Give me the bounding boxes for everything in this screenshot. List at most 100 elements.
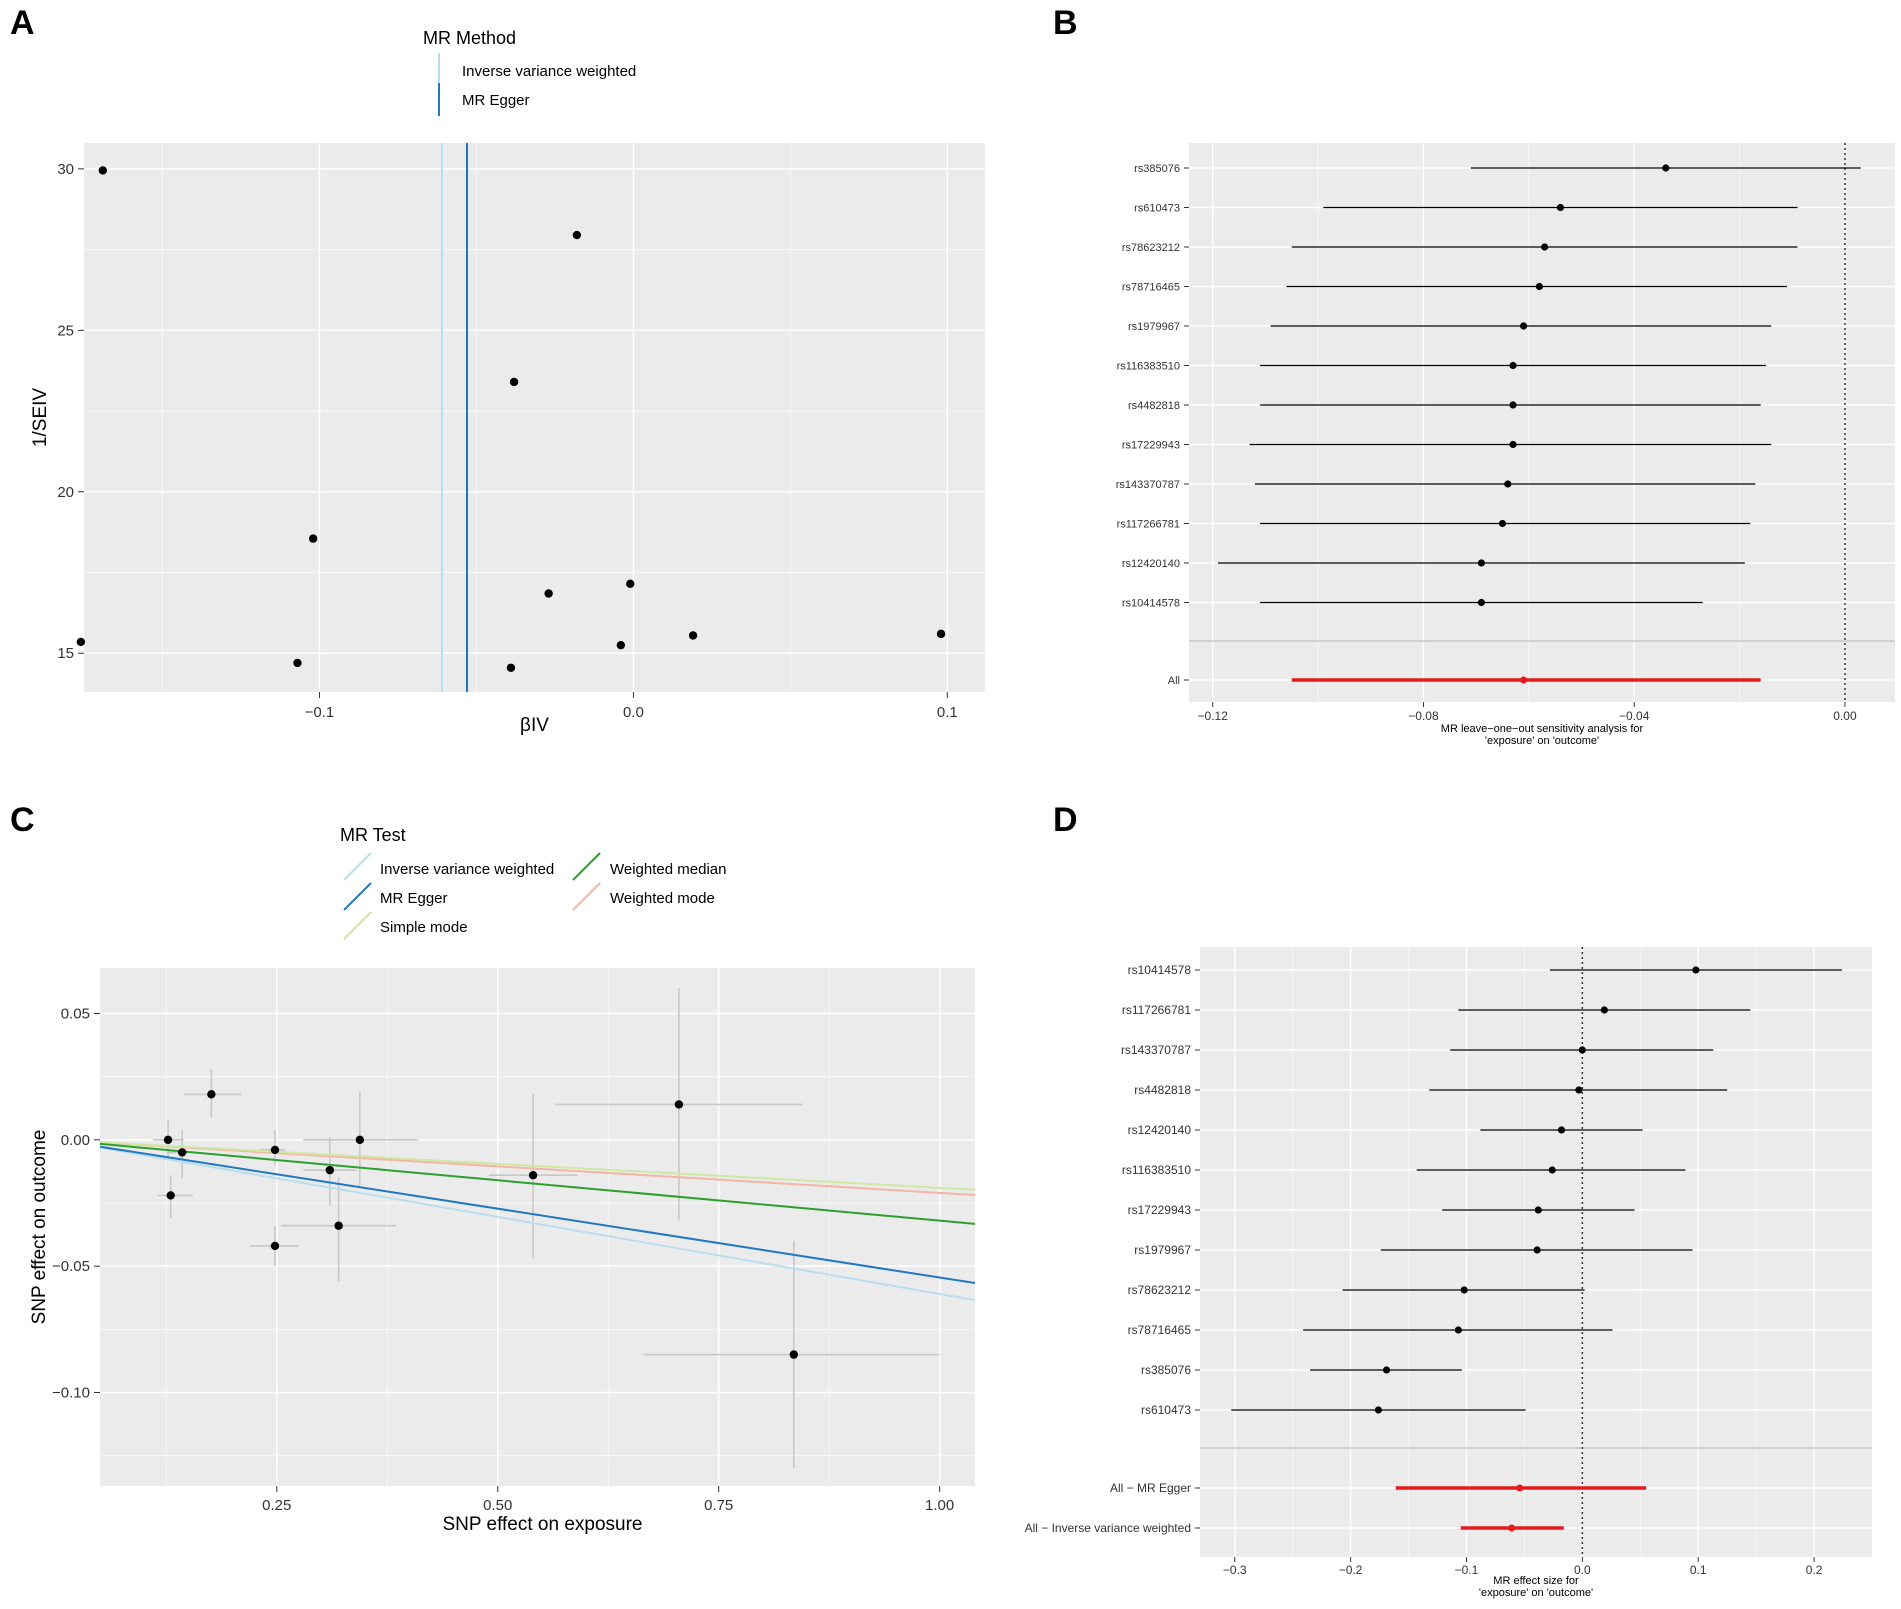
plot-b-row-label: rs4482818 <box>1128 400 1180 412</box>
legend-a-label-0: Inverse variance weighted <box>462 63 636 80</box>
plot-c-point <box>334 1221 343 1230</box>
plot-a-point <box>308 534 318 543</box>
panel-label-a: A <box>10 4 35 42</box>
plot-d-x-tick-label: −0.3 <box>1223 1563 1247 1577</box>
legend-a-label-1: MR Egger <box>462 92 530 109</box>
plot-d-x-tick-label: 0.1 <box>1690 1563 1707 1577</box>
scatter-plot-c: 0.25 0.50 0.75 1.00 0.05 0.00 −0.05 −0.10 SNP ef… <box>29 968 975 1535</box>
plot-b-point <box>1477 598 1486 607</box>
plot-a-point <box>76 637 86 647</box>
plot-c-point <box>789 1350 799 1359</box>
plot-b-point <box>1535 282 1543 291</box>
plot-b-row-label: rs117266781 <box>1117 519 1180 531</box>
plot-c-point <box>528 1171 538 1180</box>
plot-c-x-axis-title: SNP effect on exposure <box>443 1514 643 1535</box>
plot-d-x-tick-label: −0.1 <box>1455 1563 1479 1577</box>
plot-b-point <box>1509 440 1517 449</box>
plot-d-row-label: rs78716465 <box>1128 1323 1192 1337</box>
plot-c-line-4 <box>100 1141 975 1197</box>
plot-d-point <box>1600 1006 1608 1014</box>
plot-c-x-tick-label: 0.25 <box>262 1497 291 1514</box>
legend-c-label-2: Simple mode <box>380 919 468 936</box>
plot-a-y-tick-label: 25 <box>57 322 74 339</box>
plot-b-row-label: rs78716465 <box>1122 282 1180 294</box>
plot-d-summary-label: All − Inverse variance weighted <box>1025 1521 1191 1535</box>
plot-a-y-axis-title: 1/SEIV <box>30 388 51 447</box>
plot-b-x-tick-label: 0.00 <box>1833 709 1857 723</box>
plot-a-x-tick-label: −0.1 <box>305 704 335 721</box>
plot-a-x-axis-title: βIV <box>520 715 549 736</box>
forest-plot-d: −0.3 −0.2 −0.1 0.0 0.1 0.2 rs10414578 rs1172667… <box>1025 947 1872 1599</box>
plot-d-point <box>1374 1406 1383 1414</box>
plot-d-point <box>1382 1366 1391 1374</box>
plot-d-point <box>1692 966 1700 974</box>
plot-c-line-0 <box>100 1146 975 1302</box>
plot-a-background <box>84 143 985 692</box>
legend-c-title: MR Test <box>340 825 406 845</box>
plot-b-point <box>1519 322 1528 330</box>
plot-b-point <box>1509 361 1517 370</box>
plot-d-point <box>1454 1326 1462 1334</box>
plot-b-background <box>1189 143 1895 702</box>
plot-c-point <box>270 1241 280 1251</box>
plot-c-line-2 <box>100 1141 975 1191</box>
plot-a-point <box>98 166 108 175</box>
legend-c: MR Test Inverse variance weighted MR Egg… <box>340 825 726 940</box>
plot-d-point <box>1578 1046 1586 1054</box>
plot-a-point <box>509 377 519 387</box>
plot-c-x-tick-label: 0.50 <box>483 1497 512 1514</box>
plot-c-y-tick-label: −0.05 <box>52 1258 90 1275</box>
plot-a-x-tick-label: 0.0 <box>623 704 644 721</box>
plot-d-x-tick-label: 0.0 <box>1574 1563 1591 1577</box>
plot-c-y-tick-label: −0.10 <box>52 1385 90 1402</box>
plot-b-row-label: rs78623212 <box>1122 242 1180 254</box>
plot-a-y-tick-label: 20 <box>57 484 74 501</box>
plot-b-row-label: rs12420140 <box>1122 558 1180 570</box>
legend-c-label-3: Weighted median <box>610 861 726 878</box>
legend-a-title: MR Method <box>423 28 516 48</box>
plot-d-x-tick-label: 0.2 <box>1806 1563 1823 1577</box>
plot-c-point <box>163 1135 173 1145</box>
plot-c-y-tick-label: 0.05 <box>61 1005 90 1022</box>
plot-b-point <box>1541 243 1549 251</box>
plot-d-point <box>1534 1206 1542 1214</box>
plot-b-x-axis-title: 'exposure' on 'outcome' <box>1485 735 1599 747</box>
plot-a-point <box>688 631 698 640</box>
plot-a-point <box>616 640 626 650</box>
plot-c-x-tick-label: 0.75 <box>704 1497 733 1514</box>
plot-d-point <box>1557 1126 1566 1134</box>
plot-d-point <box>1548 1166 1556 1174</box>
plot-d-point <box>1575 1086 1583 1094</box>
plot-d-row-label: rs10414578 <box>1128 963 1192 977</box>
plot-b-summary-point <box>1520 676 1528 684</box>
plot-a-point <box>572 230 582 240</box>
plot-d-row-label: rs12420140 <box>1128 1123 1192 1137</box>
plot-b-row-label: rs10414578 <box>1122 598 1180 610</box>
plot-a-point <box>506 663 516 672</box>
plot-c-point <box>270 1145 280 1155</box>
plot-c-y-tick-label: 0.00 <box>61 1132 90 1149</box>
panel-label-c: C <box>10 801 35 839</box>
plot-a-point <box>936 629 946 639</box>
plot-c-y-axis-title: SNP effect on outcome <box>29 1130 50 1325</box>
plot-d-row-label: rs116383510 <box>1122 1163 1191 1177</box>
plot-a-point <box>626 579 635 589</box>
plot-a-point <box>293 658 302 668</box>
plot-c-point <box>177 1148 187 1157</box>
plot-b-x-axis-title: MR leave−one−out sensitivity analysis fo… <box>1441 723 1644 735</box>
scatter-plot-a: −0.1 0.0 0.1 15 20 25 30 βIV 1/SEIV <box>30 143 985 736</box>
plot-d-row-label: rs17229943 <box>1128 1203 1192 1217</box>
plot-c-line-3 <box>100 1142 975 1225</box>
legend-c-label-1: MR Egger <box>380 890 448 907</box>
plot-d-row-label: rs78623212 <box>1128 1283 1192 1297</box>
plot-a-y-tick-label: 15 <box>57 645 74 662</box>
legend-c-key-1 <box>343 882 372 911</box>
plot-b-point <box>1477 559 1486 567</box>
plot-c-point <box>325 1165 334 1175</box>
plot-d-point <box>1533 1246 1541 1254</box>
plot-d-x-axis-title: 'exposure' on 'outcome' <box>1479 1587 1593 1599</box>
plot-b-point <box>1504 480 1512 488</box>
plot-b-point <box>1509 401 1517 409</box>
plot-c-point <box>355 1135 365 1145</box>
